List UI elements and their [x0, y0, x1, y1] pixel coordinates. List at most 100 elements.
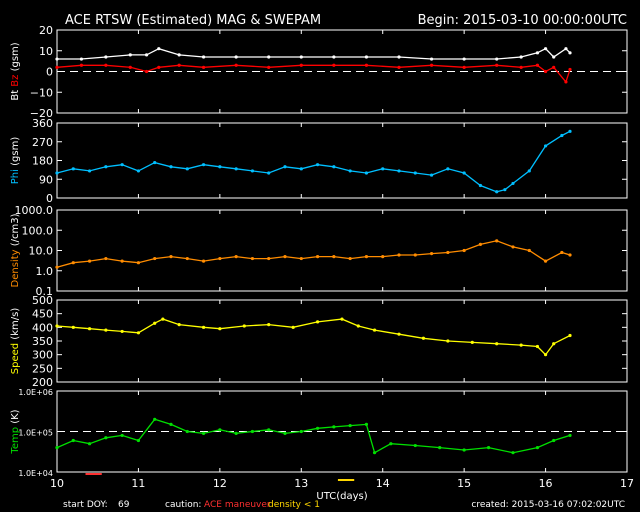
data-point-bt [462, 57, 466, 61]
data-point-temp [568, 433, 572, 438]
data-point-bz [397, 65, 401, 69]
ytick-label-density: 10.0 [29, 245, 54, 258]
data-point-speed [543, 353, 548, 357]
data-point-bz [201, 65, 206, 69]
caution-maneuver: ACE maneuver [204, 500, 271, 510]
data-point-bt [543, 47, 548, 51]
data-point-bt [128, 53, 132, 57]
data-point-phi [315, 163, 320, 167]
data-point-temp [389, 442, 393, 446]
data-point-bt [568, 51, 572, 55]
ylabel-part: Density [10, 249, 21, 287]
data-point-density [364, 254, 369, 259]
data-point-density [267, 256, 271, 261]
ylabel-density: Density (/cm3) [10, 213, 21, 287]
data-point-phi [169, 165, 173, 169]
data-point-phi [136, 169, 141, 173]
data-point-density [283, 254, 287, 259]
data-point-bz [144, 69, 149, 74]
ylabel-mag: Bt Bz (gsm) [10, 42, 21, 100]
ylabel-part: Bt [10, 90, 21, 101]
data-point-bz [267, 65, 271, 69]
data-point-bt [157, 47, 161, 51]
data-point-speed [446, 339, 450, 343]
data-point-phi [104, 165, 108, 169]
data-point-speed [495, 342, 499, 346]
data-point-bz [543, 69, 548, 74]
data-point-density [201, 259, 206, 263]
data-point-density [413, 253, 417, 257]
data-point-temp [535, 446, 540, 450]
data-point-phi [153, 160, 157, 165]
ytick-label-temp: 1.0E+06 [18, 388, 53, 397]
data-point-bz [535, 63, 540, 67]
series-line-phi [56, 130, 571, 193]
data-point-temp [413, 443, 417, 448]
data-point-speed [87, 327, 92, 331]
series-line-density [56, 240, 571, 268]
data-point-phi [218, 165, 222, 169]
data-point-temp [55, 446, 59, 450]
data-point-temp [71, 438, 75, 443]
xaxis-label: UTC(days) [316, 491, 367, 502]
caution-label: caution: [165, 500, 201, 510]
data-point-density [568, 253, 572, 257]
panel-phi: 360 270 180 90 0 Phi (gsm) [10, 117, 628, 205]
data-point-bt [519, 55, 523, 59]
data-point-phi [381, 167, 385, 171]
data-point-density [332, 254, 336, 259]
data-point-speed [340, 317, 344, 321]
ytick-label-mag: −10 [30, 86, 53, 99]
panel-frame-speed [56, 299, 628, 383]
xtick-label: 16 [539, 477, 553, 490]
data-point-temp [511, 451, 515, 455]
ylabel-part: (K) [10, 409, 21, 427]
data-point-speed [519, 343, 523, 347]
ylabel-part: (/cm3) [10, 213, 21, 249]
data-point-bt [552, 55, 556, 59]
data-point-phi [462, 171, 466, 175]
data-point-density [429, 252, 434, 256]
data-point-bt [201, 55, 206, 59]
data-point-density [185, 256, 189, 261]
start-doy-label: start DOY: [63, 500, 108, 510]
data-point-density [462, 248, 466, 253]
data-point-density [315, 254, 320, 259]
ylabel-part: Temp [10, 427, 21, 455]
data-point-phi [348, 169, 352, 173]
data-point-temp [250, 429, 255, 434]
xtick-label: 13 [294, 477, 308, 490]
data-point-density [495, 239, 499, 243]
data-point-bz [462, 65, 466, 69]
series-line-bz [56, 64, 571, 84]
data-point-density [120, 259, 124, 263]
data-point-speed [421, 336, 426, 340]
data-point-phi [299, 167, 303, 171]
data-point-density [560, 250, 564, 255]
ytick-label-mag: 10 [39, 45, 53, 58]
data-point-speed [218, 327, 222, 331]
begin-time: Begin: 2015-03-10 00:00:00UTC [418, 13, 627, 28]
ytick-label-phi: 90 [39, 173, 53, 186]
data-point-density [169, 254, 173, 259]
data-point-phi [560, 133, 564, 138]
data-point-speed [291, 325, 295, 329]
data-point-phi [478, 183, 483, 188]
ytick-label-speed: 200 [32, 376, 53, 389]
data-point-phi [446, 167, 450, 171]
data-point-density [136, 261, 141, 265]
data-point-phi [250, 169, 255, 173]
created-time: created: 2015-03-16 07:02:02UTC [471, 500, 625, 510]
data-point-bz [79, 63, 84, 67]
data-point-temp [120, 433, 124, 438]
data-point-phi [527, 169, 531, 173]
data-point-phi [568, 129, 572, 133]
data-point-temp [348, 423, 352, 428]
data-point-bz [234, 63, 238, 67]
panels-group: 20 10 0 −10 −20 Bt Bz (gsm) 360 270 180 90 0 Phi (g… [10, 24, 634, 502]
data-point-temp [372, 451, 377, 455]
data-point-temp [364, 422, 369, 426]
ytick-label-speed: 500 [32, 294, 53, 307]
data-point-temp [153, 417, 157, 421]
